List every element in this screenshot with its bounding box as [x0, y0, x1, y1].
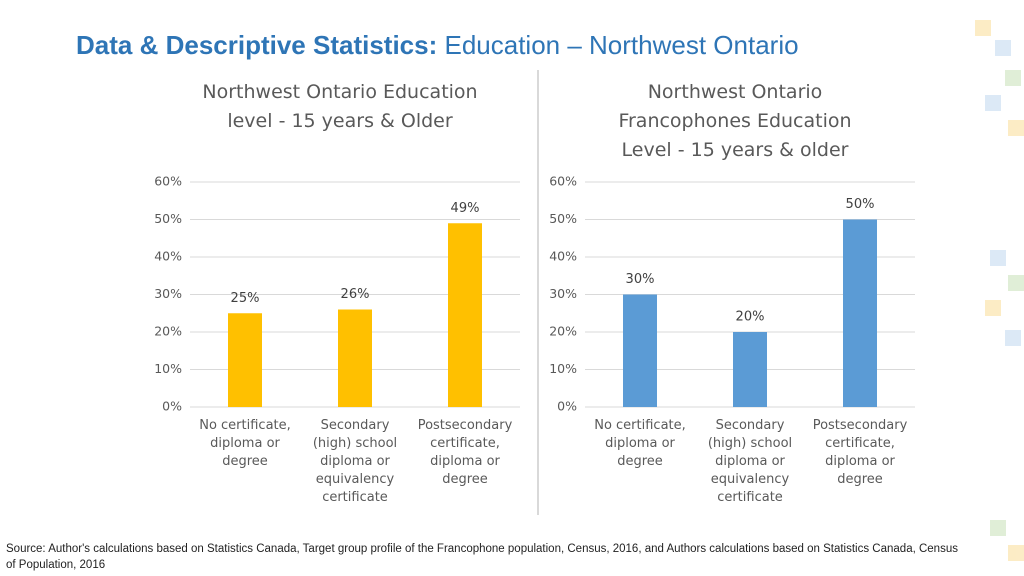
- bar: [228, 313, 262, 407]
- title-bold: Data & Descriptive Statistics:: [76, 30, 438, 60]
- y-tick-label: 50%: [154, 211, 182, 226]
- y-tick-label: 40%: [154, 249, 182, 264]
- decoration: [975, 20, 1024, 561]
- chart-title: Northwest Ontario Education level - 15 ye…: [202, 81, 477, 132]
- y-tick-label: 30%: [549, 286, 577, 301]
- bar: [843, 219, 877, 407]
- bar: [733, 332, 767, 407]
- source-note: Source: Author's calculations based on S…: [6, 543, 958, 571]
- title-rest: Education – Northwest Ontario: [444, 30, 799, 60]
- data-label: 30%: [626, 272, 655, 287]
- x-tick-label: Secondary (high) school diploma or equiv…: [707, 418, 793, 505]
- data-label: 20%: [736, 310, 765, 325]
- data-label: 26%: [341, 287, 370, 302]
- y-tick-label: 0%: [162, 399, 182, 414]
- y-tick-label: 60%: [154, 174, 182, 189]
- data-label: 50%: [846, 197, 875, 212]
- x-tick-label: No certificate, diploma or degree: [594, 418, 686, 469]
- chart-title: Northwest Ontario Francophones Education L…: [618, 81, 851, 161]
- y-tick-label: 60%: [549, 174, 577, 189]
- x-tick-label: No certificate, diploma or degree: [199, 418, 291, 469]
- y-tick-label: 10%: [549, 361, 577, 376]
- y-tick-label: 50%: [549, 211, 577, 226]
- data-label: 25%: [231, 291, 260, 306]
- y-tick-label: 40%: [549, 249, 577, 264]
- slide-title: Data & Descriptive Statistics: Education…: [76, 30, 799, 61]
- x-tick-label: Secondary (high) school diploma or equiv…: [312, 418, 398, 505]
- bar: [448, 223, 482, 407]
- bar: [623, 294, 657, 407]
- y-tick-label: 20%: [154, 324, 182, 339]
- y-tick-label: 0%: [557, 399, 577, 414]
- bar: [338, 309, 372, 407]
- y-tick-label: 20%: [549, 324, 577, 339]
- y-tick-label: 30%: [154, 286, 182, 301]
- x-tick-label: Postsecondary certificate, diploma or de…: [812, 418, 908, 487]
- data-label: 49%: [451, 201, 480, 216]
- y-tick-label: 10%: [154, 361, 182, 376]
- x-tick-label: Postsecondary certificate, diploma or de…: [417, 418, 513, 487]
